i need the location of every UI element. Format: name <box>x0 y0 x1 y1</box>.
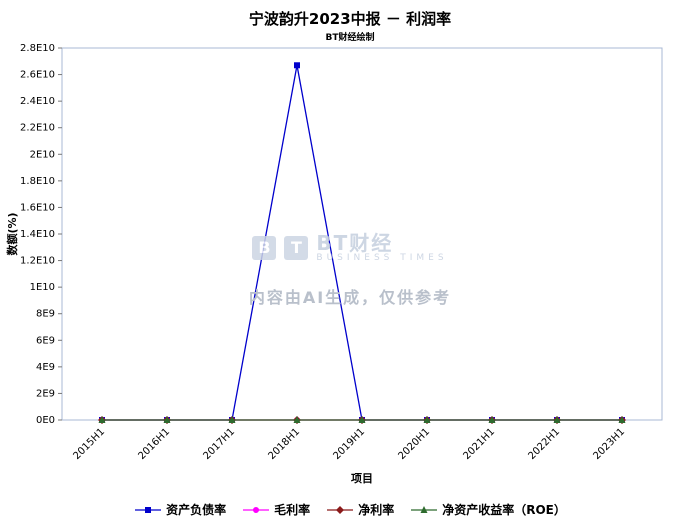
legend-item: 毛利率 <box>242 501 310 518</box>
legend-marker-icon <box>135 506 162 513</box>
legend-item: 净资产收益率（ROE） <box>410 501 566 518</box>
legend-marker-icon <box>411 505 438 513</box>
svg-text:项目: 项目 <box>351 472 373 485</box>
svg-text:2.8E10: 2.8E10 <box>20 43 55 54</box>
svg-text:1E10: 1E10 <box>30 282 55 293</box>
legend-label: 毛利率 <box>274 503 311 517</box>
svg-text:6E9: 6E9 <box>36 335 55 346</box>
svg-text:2.6E10: 2.6E10 <box>20 70 55 81</box>
legend-item: 资产负债率 <box>134 501 226 518</box>
legend-marker-icon <box>327 505 354 514</box>
svg-text:4E9: 4E9 <box>36 362 55 373</box>
svg-text:2017H1: 2017H1 <box>202 426 238 462</box>
svg-text:1.6E10: 1.6E10 <box>20 202 55 213</box>
svg-text:2.4E10: 2.4E10 <box>20 96 55 107</box>
line-chart: 0E0 2E9 4E9 6E9 8E9 1E10 1.2E10 1.4E10 1.6E10 1.8… <box>5 43 663 485</box>
svg-text:2022H1: 2022H1 <box>527 426 563 462</box>
svg-text:2.2E10: 2.2E10 <box>20 123 55 134</box>
legend: 资产负债率 毛利率 净利率 净资产收益率（ROE） <box>0 501 700 518</box>
svg-text:1.8E10: 1.8E10 <box>20 176 55 187</box>
chart-title: 宁波韵升2023中报 － 利润率 <box>248 10 452 28</box>
legend-item: 净利率 <box>326 501 394 518</box>
svg-text:2015H1: 2015H1 <box>72 426 108 462</box>
legend-label: 净资产收益率（ROE） <box>442 503 566 517</box>
svg-text:2016H1: 2016H1 <box>137 426 173 462</box>
svg-text:2019H1: 2019H1 <box>332 426 368 462</box>
legend-label: 净利率 <box>358 503 395 517</box>
svg-text:1.4E10: 1.4E10 <box>20 229 55 240</box>
chart-subtitle: BT财经绘制 <box>325 33 375 43</box>
svg-text:8E9: 8E9 <box>36 309 55 320</box>
svg-text:2018H1: 2018H1 <box>267 426 303 462</box>
svg-text:数额(%): 数额(%) <box>5 212 19 255</box>
svg-text:2023H1: 2023H1 <box>592 426 628 462</box>
svg-text:0E0: 0E0 <box>36 415 55 426</box>
legend-marker-icon <box>243 506 270 513</box>
legend-label: 资产负债率 <box>166 503 227 517</box>
svg-text:2021H1: 2021H1 <box>462 426 498 462</box>
svg-text:2020H1: 2020H1 <box>397 426 433 462</box>
svg-text:2E9: 2E9 <box>36 388 55 399</box>
svg-text:1.2E10: 1.2E10 <box>20 256 55 267</box>
svg-text:2E10: 2E10 <box>30 149 55 160</box>
